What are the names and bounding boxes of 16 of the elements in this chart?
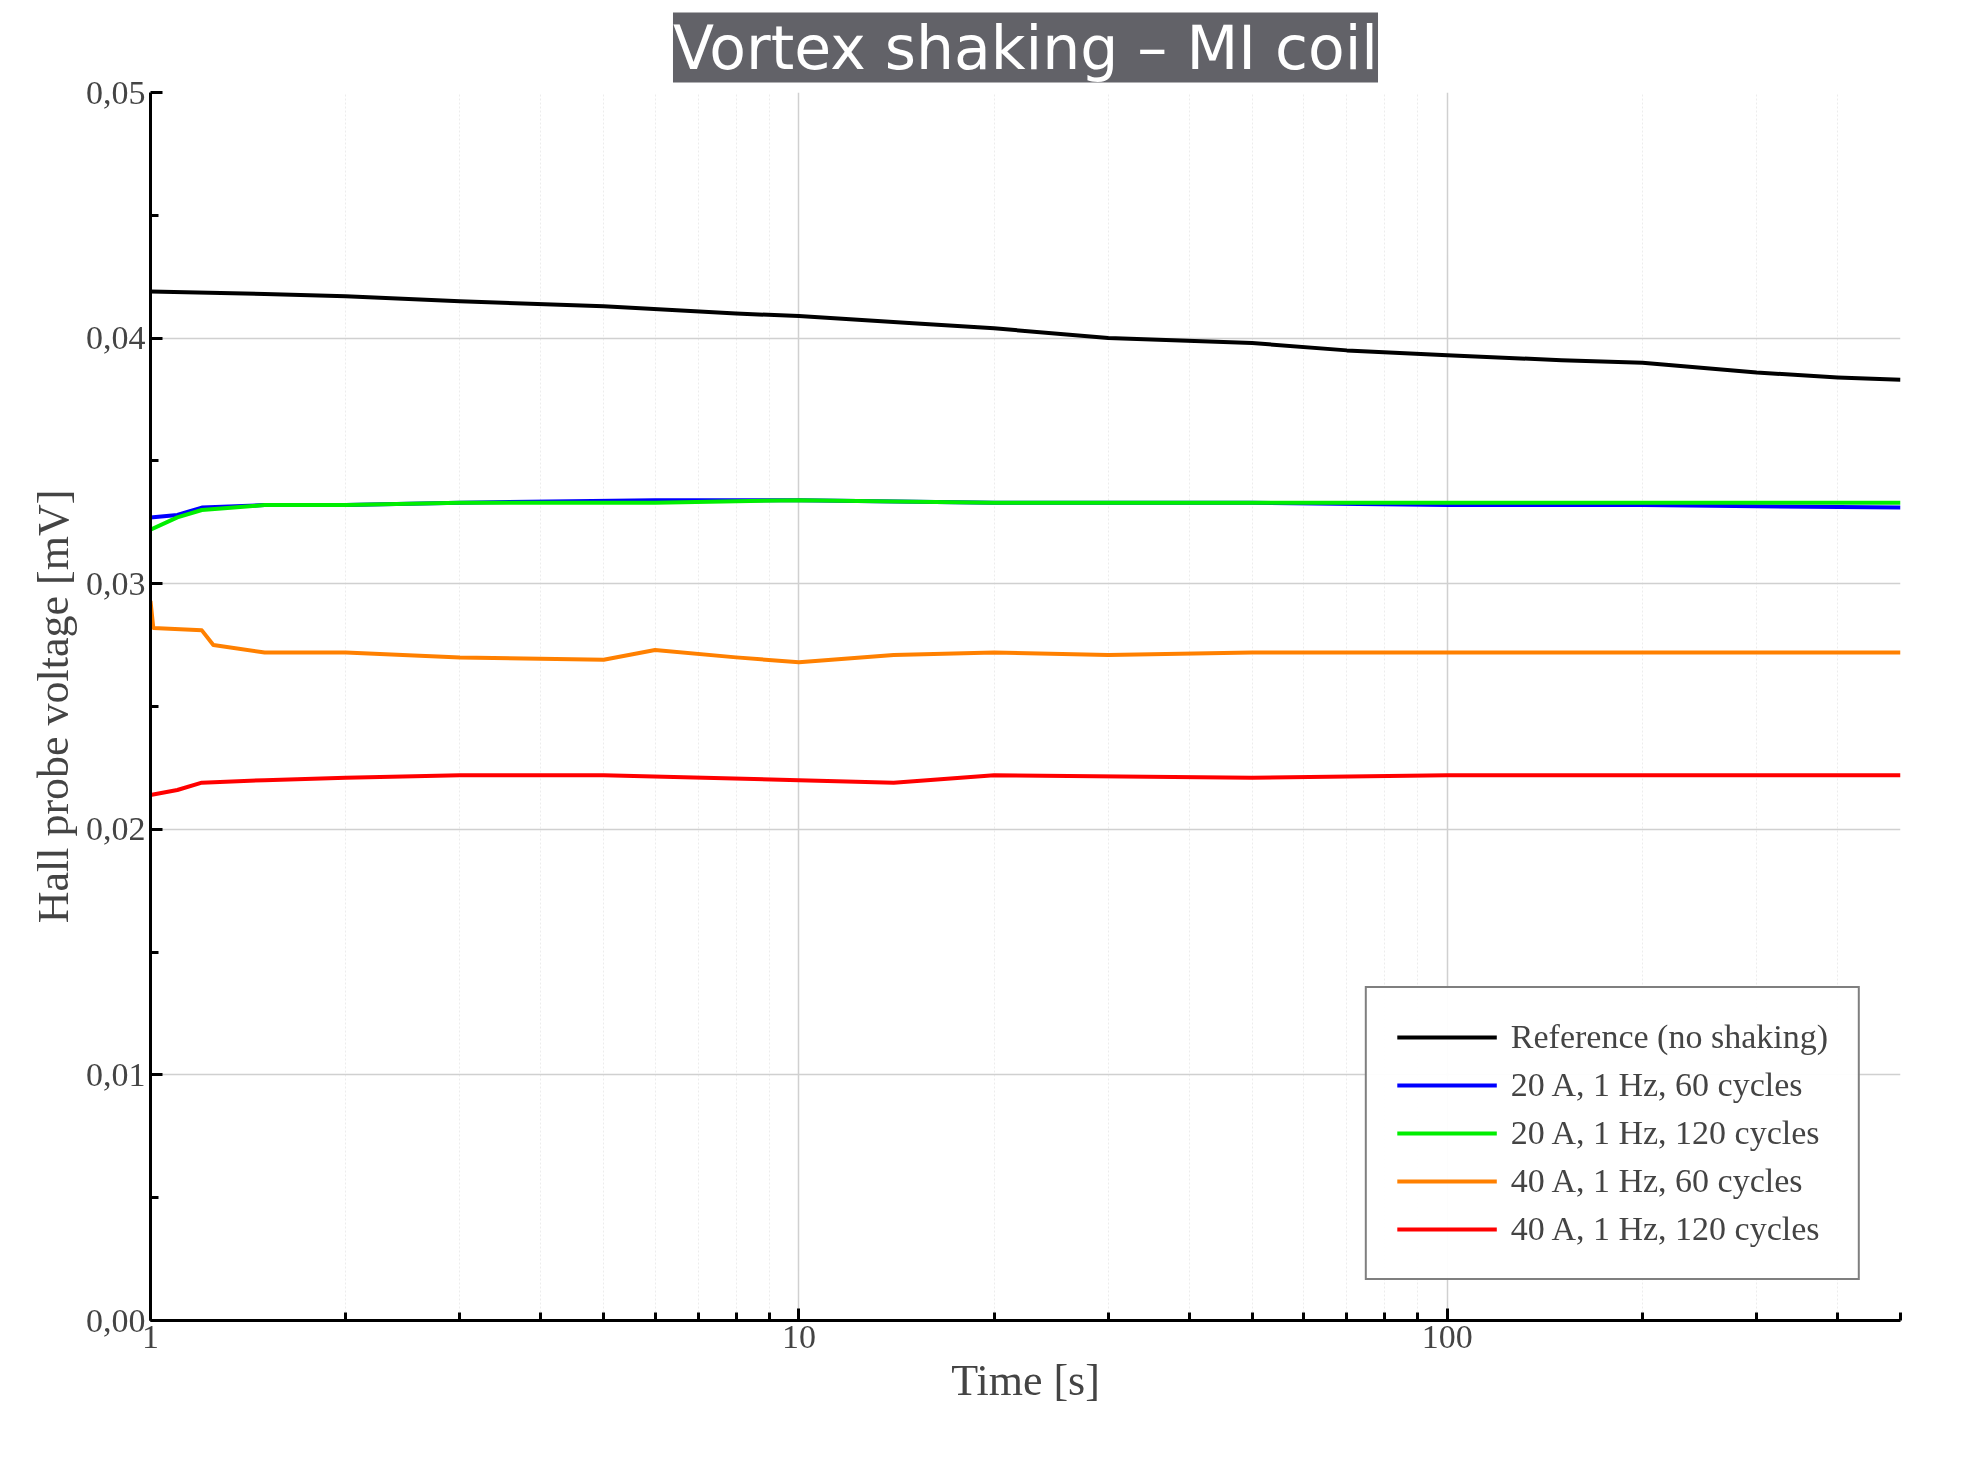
x-tick-label: 100 <box>1421 1317 1473 1355</box>
legend-label: 20 A, 1 Hz, 60 cycles <box>1510 1066 1803 1104</box>
y-tick-label: 0,01 <box>86 1055 146 1093</box>
legend-label: 40 A, 1 Hz, 120 cycles <box>1510 1210 1820 1248</box>
y-tick-label: 0,03 <box>86 564 146 602</box>
y-tick-label: 0,00 <box>86 1301 146 1339</box>
chart-title: Vortex shaking – MI coil <box>672 12 1379 83</box>
y-axis-title: Hall probe voltage [mV] <box>29 489 78 924</box>
y-tick-label: 0,02 <box>86 810 146 848</box>
legend-label: 20 A, 1 Hz, 120 cycles <box>1510 1114 1820 1152</box>
legend-label: Reference (no shaking) <box>1510 1018 1828 1056</box>
x-tick-label: 10 <box>781 1317 816 1355</box>
x-axis-title: Time [s] <box>951 1355 1100 1405</box>
y-tick-label: 0,04 <box>86 319 146 357</box>
y-tick-label: 0,05 <box>86 73 146 111</box>
legend-label: 40 A, 1 Hz, 60 cycles <box>1510 1162 1803 1200</box>
